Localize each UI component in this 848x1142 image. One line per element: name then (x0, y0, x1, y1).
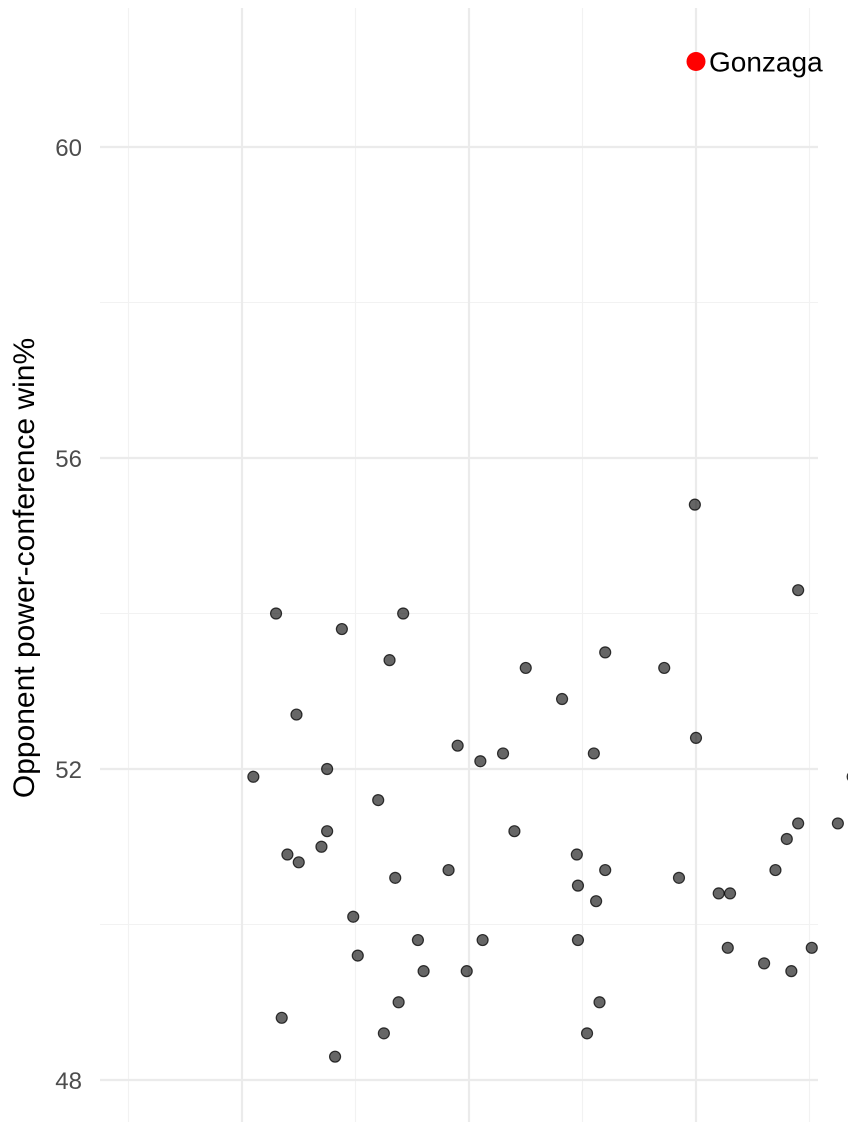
data-point (571, 933, 585, 947)
data-point (496, 747, 510, 760)
data-point (442, 863, 455, 877)
data-point (805, 941, 818, 954)
data-point (570, 848, 583, 861)
y-tick-label: 52 (55, 757, 82, 784)
data-point (599, 646, 612, 659)
y-axis-title: Opponent power-conference win% (8, 338, 41, 798)
y-tick-label: 48 (55, 1068, 82, 1095)
data-point (321, 825, 334, 838)
data-point (723, 887, 737, 900)
data-points (247, 498, 848, 1063)
data-point (555, 692, 569, 706)
data-point (451, 739, 464, 752)
y-axis-tick-labels: 48 52 56 60 (55, 135, 82, 1095)
data-point (792, 584, 805, 597)
data-point (315, 840, 328, 853)
data-point (347, 910, 360, 923)
data-point (383, 654, 396, 667)
data-point (769, 863, 782, 877)
data-point (328, 1050, 342, 1063)
data-point (476, 933, 489, 947)
data-point (712, 887, 725, 900)
data-point (335, 622, 348, 636)
data-point (571, 879, 585, 892)
data-point (290, 708, 303, 721)
data-point (474, 755, 487, 768)
plot-grid (100, 8, 818, 1122)
data-point (587, 747, 600, 760)
data-point (377, 1027, 390, 1040)
data-point (658, 661, 671, 675)
data-point (417, 965, 430, 978)
data-point (411, 933, 425, 947)
data-point (460, 965, 473, 978)
data-point (351, 949, 364, 962)
y-tick-label: 60 (55, 135, 82, 162)
data-point (281, 848, 294, 861)
data-point (389, 871, 402, 884)
highlight-label: Gonzaga (709, 46, 823, 77)
data-point (321, 762, 334, 776)
data-point (785, 965, 798, 978)
highlight-point (686, 51, 706, 71)
y-tick-label: 56 (55, 446, 82, 473)
data-point (247, 770, 260, 783)
data-point (757, 957, 771, 970)
data-point (689, 731, 703, 745)
data-point (392, 996, 405, 1009)
data-point (269, 607, 283, 620)
data-point (372, 793, 385, 807)
data-point (519, 661, 532, 675)
data-point (831, 817, 844, 830)
data-point (688, 498, 701, 511)
data-point (275, 1011, 288, 1024)
data-point (721, 941, 734, 954)
data-point (792, 817, 805, 830)
data-point (599, 863, 612, 877)
data-point (672, 871, 686, 884)
highlighted-point: Gonzaga (686, 46, 823, 77)
data-point (590, 895, 603, 908)
data-point (292, 856, 305, 869)
data-point (593, 996, 606, 1009)
data-point (508, 825, 521, 838)
data-point (780, 832, 793, 846)
data-point (580, 1027, 594, 1040)
data-point (397, 607, 410, 620)
